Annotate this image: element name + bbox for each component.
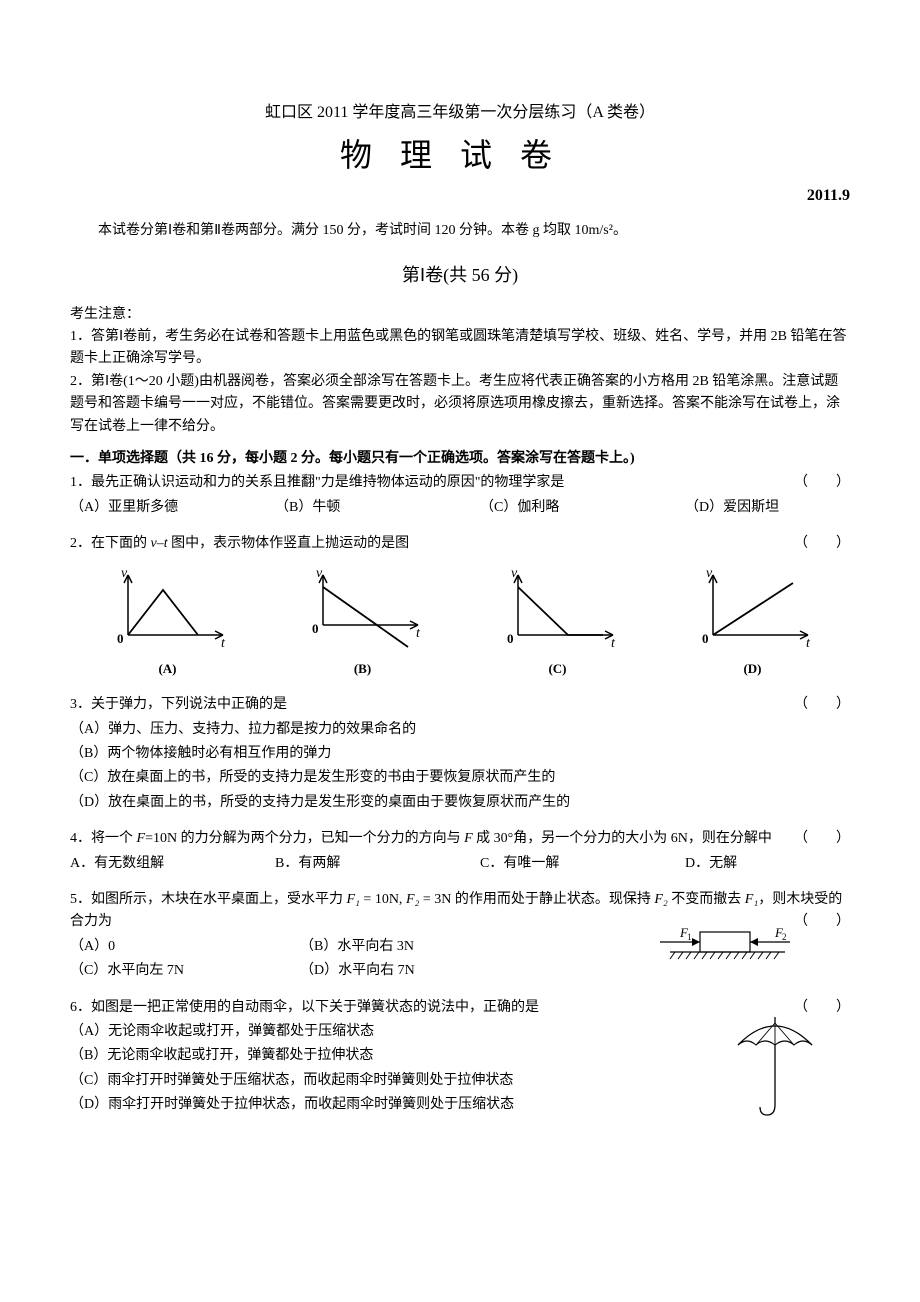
q4-option-d: D．无解 bbox=[685, 853, 850, 875]
question-3: 3．关于弹力，下列说法中正确的是 （ ） （A）弹力、压力、支持力、拉力都是按力… bbox=[70, 694, 850, 814]
header-date: 2011.9 bbox=[70, 183, 850, 209]
notice-title: 考生注意： bbox=[70, 304, 850, 326]
q5-F1-1: F₁ bbox=[347, 892, 360, 907]
q4-text-mid1: =10N 的力分解为两个分力，已知一个分力的方向与 bbox=[145, 831, 464, 846]
q5-F1-2: F₁ bbox=[745, 892, 758, 907]
axis-origin: 0 bbox=[507, 631, 514, 646]
q5-text-mid1: = 10N, bbox=[360, 892, 406, 907]
question-2: 2．在下面的 v–t 图中，表示物体作竖直上抛运动的是图 （ ） v 0 t (… bbox=[70, 533, 850, 680]
q1-option-a: （A）亚里斯多德 bbox=[70, 497, 235, 519]
q1-option-b: （B）牛顿 bbox=[275, 497, 440, 519]
axis-t-label: t bbox=[221, 636, 226, 651]
q4-F-1: F bbox=[137, 831, 146, 846]
q2-answer-blank: （ ） bbox=[794, 533, 850, 555]
page-title: 物理试卷 bbox=[70, 130, 850, 181]
q1-option-d: （D）爱因斯坦 bbox=[685, 497, 850, 519]
q2-text-pre: 2．在下面的 bbox=[70, 536, 151, 551]
q5-F2-2: F₂ bbox=[654, 892, 667, 907]
notice-item-2: 2．第Ⅰ卷(1～20 小题)由机器阅卷，答案必须全部涂写在答题卡上。考生应将代表… bbox=[70, 371, 850, 438]
axis-origin: 0 bbox=[312, 621, 319, 636]
q5-text-pre: 5．如图所示，木块在水平桌面上，受水平力 bbox=[70, 892, 347, 907]
q2-text-post: 图中，表示物体作竖直上抛运动的是图 bbox=[168, 536, 410, 551]
question-5: 5．如图所示，木块在水平桌面上，受水平力 F₁ = 10N, F₂ = 3N 的… bbox=[70, 889, 850, 983]
q2-graphs: v 0 t (A) v 0 bbox=[70, 565, 850, 680]
svg-text:2: 2 bbox=[782, 932, 787, 942]
q1-text: 1．最先正确认识运动和力的关系且推翻"力是维持物体运动的原因"的物理学家是 bbox=[70, 475, 564, 490]
instructions: 本试卷分第Ⅰ卷和第Ⅱ卷两部分。满分 150 分，考试时间 120 分钟。本卷 g… bbox=[70, 220, 850, 242]
q5-option-a: （A）0 bbox=[70, 936, 280, 958]
q2-graph-b: v 0 t (B) bbox=[298, 565, 428, 680]
section1-heading: 一．单项选择题（共 16 分，每小题 2 分。每小题只有一个正确选项。答案涂写在… bbox=[70, 448, 850, 470]
q3-text: 3．关于弹力，下列说法中正确的是 bbox=[70, 697, 287, 712]
question-6: 6．如图是一把正常使用的自动雨伞，以下关于弹簧状态的说法中，正确的是 （ ） （… bbox=[70, 997, 850, 1117]
q4-text-pre: 4．将一个 bbox=[70, 831, 137, 846]
axis-t-label: t bbox=[416, 626, 421, 641]
part1-title: 第Ⅰ卷(共 56 分) bbox=[70, 261, 850, 290]
q5-text-mid2: = 3N 的作用而处于静止状态。现保持 bbox=[419, 892, 654, 907]
q4-F-2: F bbox=[464, 831, 473, 846]
q3-option-a: （A）弹力、压力、支持力、拉力都是按力的效果命名的 bbox=[70, 719, 850, 741]
axis-origin: 0 bbox=[702, 631, 709, 646]
axis-t-label: t bbox=[806, 636, 811, 651]
q5-option-c: （C）水平向左 7N bbox=[70, 960, 280, 982]
q5-diagram: F 1 F 2 bbox=[640, 927, 810, 975]
q4-option-b: B．有两解 bbox=[275, 853, 440, 875]
svg-text:1: 1 bbox=[687, 932, 692, 942]
q6-umbrella-icon bbox=[730, 1013, 820, 1131]
notice-item-1: 1．答第Ⅰ卷前，考生务必在试卷和答题卡上用蓝色或黑色的钢笔或圆珠笔清楚填写学校、… bbox=[70, 326, 850, 371]
q5-option-b: （B）水平向右 3N bbox=[300, 936, 510, 958]
q2-graph-c: v 0 t (C) bbox=[493, 565, 623, 680]
question-4: 4．将一个 F=10N 的力分解为两个分力，已知一个分力的方向与 F 成 30°… bbox=[70, 828, 850, 875]
question-1: 1．最先正确认识运动和力的关系且推翻"力是维持物体运动的原因"的物理学家是 （ … bbox=[70, 472, 850, 519]
q4-text-mid2: 成 30°角，另一个分力的大小为 6N，则在分解中 bbox=[473, 831, 772, 846]
q2-label-a: (A) bbox=[103, 659, 233, 680]
notice-block: 考生注意： 1．答第Ⅰ卷前，考生务必在试卷和答题卡上用蓝色或黑色的钢笔或圆珠笔清… bbox=[70, 304, 850, 438]
q6-text: 6．如图是一把正常使用的自动雨伞，以下关于弹簧状态的说法中，正确的是 bbox=[70, 1000, 539, 1015]
q5-option-d: （D）水平向右 7N bbox=[300, 960, 510, 982]
q5-F2-1: F₂ bbox=[406, 892, 419, 907]
header-line1: 虹口区 2011 学年度高三年级第一次分层练习（A 类卷） bbox=[70, 100, 850, 126]
q3-option-d: （D）放在桌面上的书，所受的支持力是发生形变的桌面由于要恢复原状而产生的 bbox=[70, 792, 850, 814]
q3-option-c: （C）放在桌面上的书，所受的支持力是发生形变的书由于要恢复原状而产生的 bbox=[70, 767, 850, 789]
q1-option-c: （C）伽利略 bbox=[480, 497, 645, 519]
q2-graph-a: v 0 t (A) bbox=[103, 565, 233, 680]
q4-option-a: A．有无数组解 bbox=[70, 853, 235, 875]
axis-t-label: t bbox=[611, 636, 616, 651]
q2-label-b: (B) bbox=[298, 659, 428, 680]
q1-answer-blank: （ ） bbox=[794, 472, 850, 494]
q2-graph-d: v 0 t (D) bbox=[688, 565, 818, 680]
q3-answer-blank: （ ） bbox=[794, 694, 850, 716]
q3-option-b: （B）两个物体接触时必有相互作用的弹力 bbox=[70, 743, 850, 765]
q2-vt: v–t bbox=[151, 536, 168, 551]
axis-origin: 0 bbox=[117, 631, 124, 646]
q2-label-c: (C) bbox=[493, 659, 623, 680]
q5-text-mid3: 不变而撤去 bbox=[668, 892, 745, 907]
q4-answer-blank: （ ） bbox=[794, 828, 850, 850]
q2-label-d: (D) bbox=[688, 659, 818, 680]
q4-option-c: C．有唯一解 bbox=[480, 853, 645, 875]
